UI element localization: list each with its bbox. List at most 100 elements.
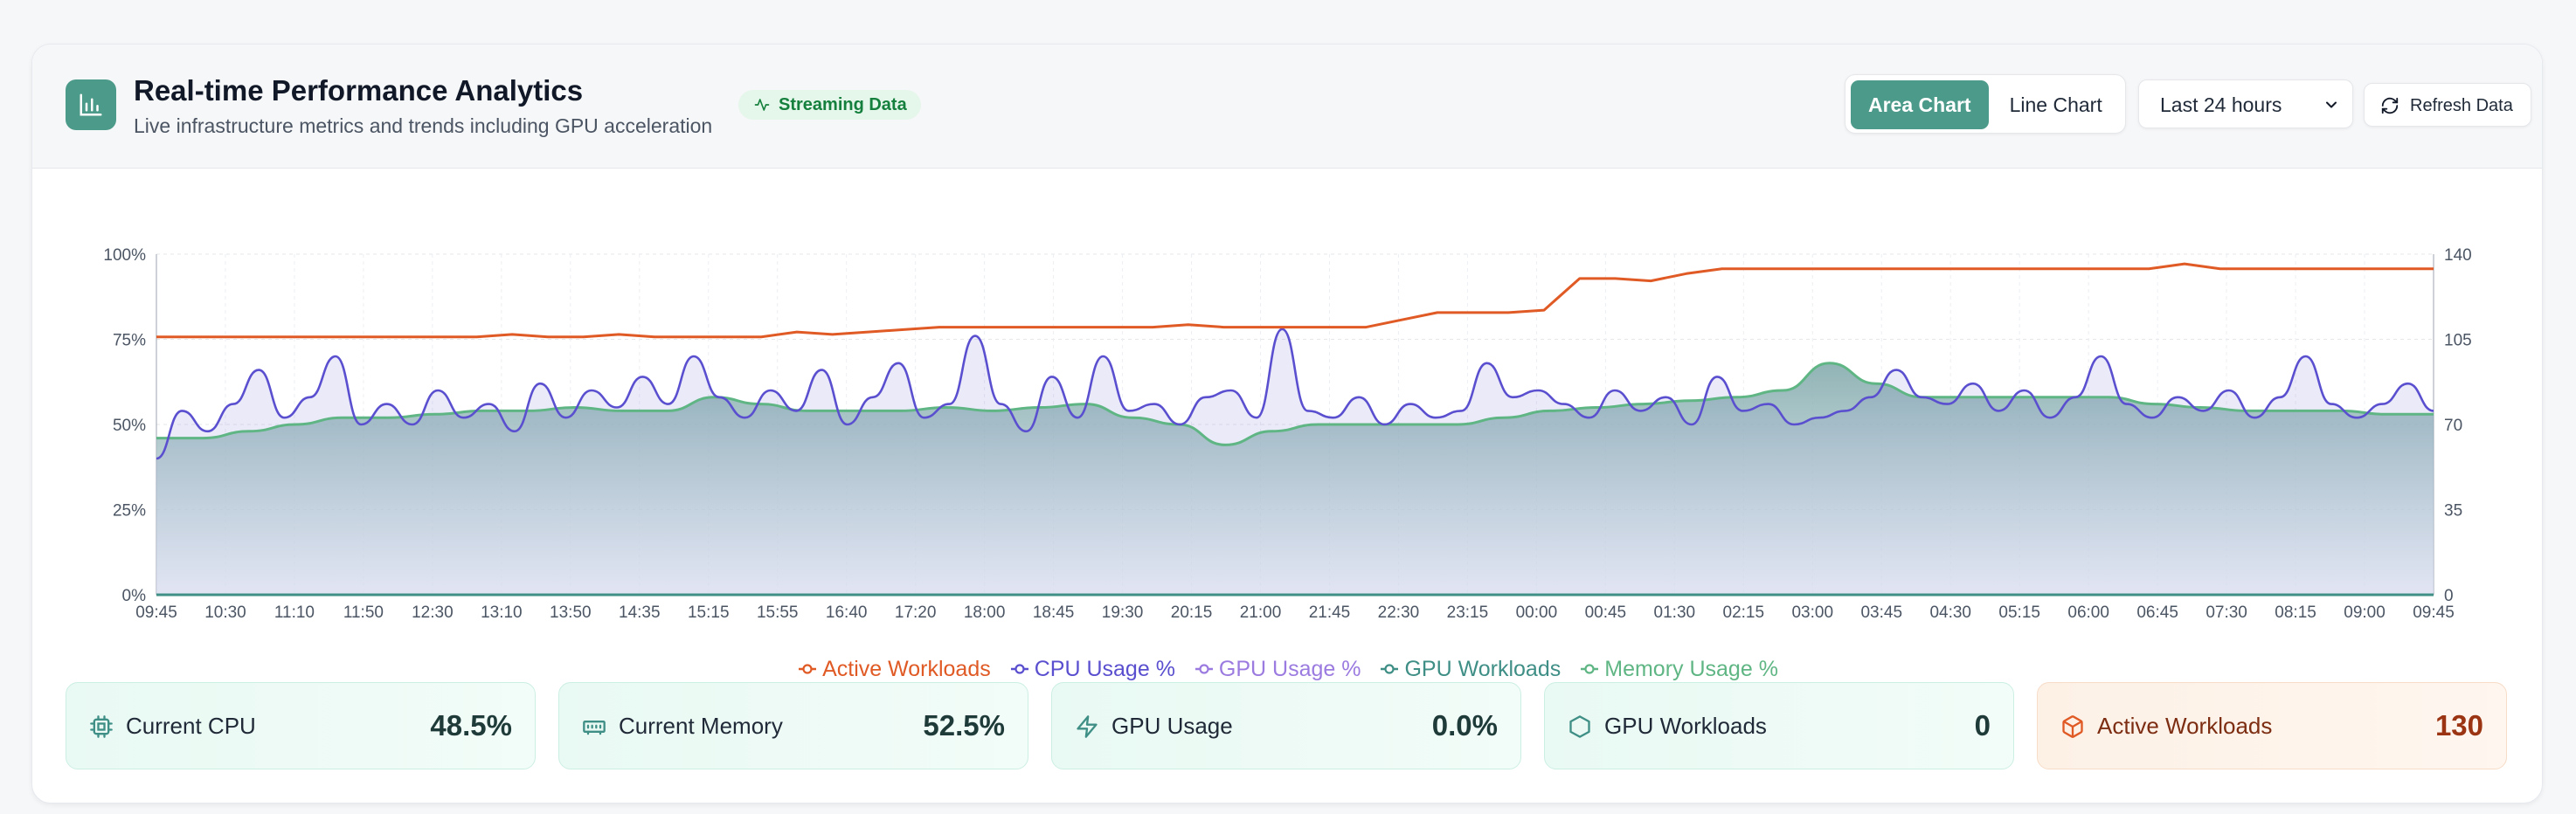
x-tick-label: 13:50 <box>550 604 592 622</box>
stat-value: 48.5% <box>430 709 512 742</box>
package-icon <box>2062 715 2083 738</box>
memory-line <box>156 362 2434 446</box>
x-tick-label: 09:45 <box>2413 604 2455 622</box>
x-tick-label: 21:00 <box>1240 604 1282 622</box>
chevron-down-icon <box>2326 101 2337 108</box>
zap-icon <box>1077 715 1098 738</box>
stat-gpu-workloads: GPU Workloads 0 <box>1544 682 2014 769</box>
stat-value: 0 <box>1974 709 1991 742</box>
legend-label: CPU Usage % <box>1034 656 1175 681</box>
y-tick-right: 70 <box>2444 417 2462 435</box>
x-tick-label: 18:00 <box>964 604 1006 622</box>
x-tick-label: 15:15 <box>688 604 730 622</box>
streaming-label: Streaming Data <box>779 95 907 114</box>
x-tick-label: 21:45 <box>1309 604 1351 622</box>
x-tick-label: 12:30 <box>412 604 454 622</box>
legend-label: GPU Usage % <box>1218 656 1361 681</box>
x-tick-label: 16:40 <box>826 604 868 622</box>
y-tick-left: 75% <box>113 332 146 350</box>
hexagon-icon <box>1569 715 1590 738</box>
legend-marker-icon <box>1010 664 1028 674</box>
refresh-button[interactable]: Refresh Data <box>2364 83 2531 127</box>
refresh-icon <box>2381 97 2399 114</box>
chart-legend: Active Workloads CPU Usage % GPU Usage % GP… <box>32 656 2542 682</box>
x-tick-label: 09:00 <box>2344 604 2386 622</box>
x-tick-label: 09:45 <box>135 604 177 622</box>
stat-label: GPU Usage <box>1111 713 1233 739</box>
streaming-badge: Streaming Data <box>738 90 921 120</box>
stat-value: 0.0% <box>1431 709 1498 742</box>
legend-marker-icon <box>1195 664 1213 674</box>
y-tick-left: 100% <box>103 246 146 265</box>
x-tick-label: 15:55 <box>757 604 799 622</box>
legend-marker-icon <box>1381 664 1399 674</box>
x-tick-label: 00:00 <box>1516 604 1558 622</box>
bar-chart-icon <box>66 79 116 130</box>
y-tick-left: 50% <box>113 417 146 435</box>
card-header: Real-time Performance Analytics Live inf… <box>32 45 2542 169</box>
stat-active-workloads: Active Workloads 130 <box>2037 682 2507 769</box>
stat-gpu-usage: GPU Usage 0.0% <box>1051 682 1521 769</box>
x-tick-label: 22:30 <box>1378 604 1420 622</box>
x-tick-label: 07:30 <box>2206 604 2247 622</box>
line-chart-button[interactable]: Line Chart <box>2009 93 2102 116</box>
active-workloads-line <box>156 262 2434 339</box>
y-tick-right: 140 <box>2444 246 2472 265</box>
stat-label: Current Memory <box>619 713 783 739</box>
chart-type-toggle: Area Chart Line Chart <box>1845 74 2126 134</box>
stat-current-memory: Current Memory 52.5% <box>558 682 1028 769</box>
x-tick-label: 10:30 <box>204 604 246 622</box>
x-tick-label: 13:10 <box>481 604 523 622</box>
x-tick-label: 02:15 <box>1723 604 1765 622</box>
legend-marker-icon <box>1581 664 1599 674</box>
legend-item[interactable]: Active Workloads <box>798 656 991 682</box>
x-tick-label: 23:15 <box>1447 604 1489 622</box>
legend-label: Memory Usage % <box>1604 656 1778 681</box>
cpu-line <box>156 328 2434 460</box>
x-tick-label: 11:10 <box>274 604 315 622</box>
memory-icon <box>583 721 606 735</box>
time-range-select[interactable]: Last 24 hours <box>2138 79 2353 128</box>
refresh-label: Refresh Data <box>2410 96 2513 115</box>
stats-row: Current CPU 48.5% Current Memory 52.5% G… <box>66 682 2512 769</box>
memory-area-overlay <box>156 362 2434 595</box>
page-title: Real-time Performance Analytics <box>134 74 584 107</box>
legend-label: Active Workloads <box>822 656 991 681</box>
x-tick-label: 11:50 <box>343 604 384 622</box>
page-subtitle: Live infrastructure metrics and trends i… <box>134 114 713 137</box>
activity-icon <box>754 99 770 111</box>
x-tick-label: 06:00 <box>2067 604 2109 622</box>
stat-label: Current CPU <box>126 713 256 739</box>
x-tick-label: 06:45 <box>2136 604 2178 622</box>
cpu-icon <box>90 715 113 738</box>
x-tick-label: 18:45 <box>1033 604 1075 622</box>
legend-marker-icon <box>799 664 817 674</box>
stat-current-cpu: Current CPU 48.5% <box>66 682 536 769</box>
x-tick-label: 01:30 <box>1654 604 1696 622</box>
legend-label: GPU Workloads <box>1404 656 1562 681</box>
x-tick-label: 05:15 <box>1998 604 2040 622</box>
x-tick-label: 19:30 <box>1102 604 1144 622</box>
legend-item[interactable]: GPU Usage % <box>1195 656 1361 682</box>
x-tick-label: 00:45 <box>1585 604 1627 622</box>
stat-value: 52.5% <box>923 709 1005 742</box>
x-tick-label: 03:00 <box>1791 604 1833 622</box>
legend-item[interactable]: Memory Usage % <box>1580 656 1778 682</box>
x-tick-label: 20:15 <box>1171 604 1213 622</box>
y-tick-right: 105 <box>2444 332 2472 350</box>
performance-card: Real-time Performance Analytics Live inf… <box>31 44 2543 804</box>
y-tick-left: 0% <box>122 587 147 605</box>
stat-label: Active Workloads <box>2097 713 2273 739</box>
x-tick-label: 08:15 <box>2275 604 2316 622</box>
y-tick-right: 0 <box>2444 587 2454 605</box>
legend-item[interactable]: GPU Workloads <box>1380 656 1561 682</box>
x-tick-label: 17:20 <box>895 604 937 622</box>
time-range-value: Last 24 hours <box>2160 93 2282 116</box>
y-tick-right: 35 <box>2444 502 2462 521</box>
performance-chart: 100% 140 75% 105 50% 70 25% 35 0% 0 09:45 10:30 11:1… <box>32 169 2542 693</box>
stat-label: GPU Workloads <box>1604 713 1767 739</box>
y-tick-left: 25% <box>113 502 146 521</box>
x-tick-label: 03:45 <box>1860 604 1902 622</box>
area-chart-button[interactable]: Area Chart <box>1851 80 1989 129</box>
legend-item[interactable]: CPU Usage % <box>1010 656 1175 682</box>
